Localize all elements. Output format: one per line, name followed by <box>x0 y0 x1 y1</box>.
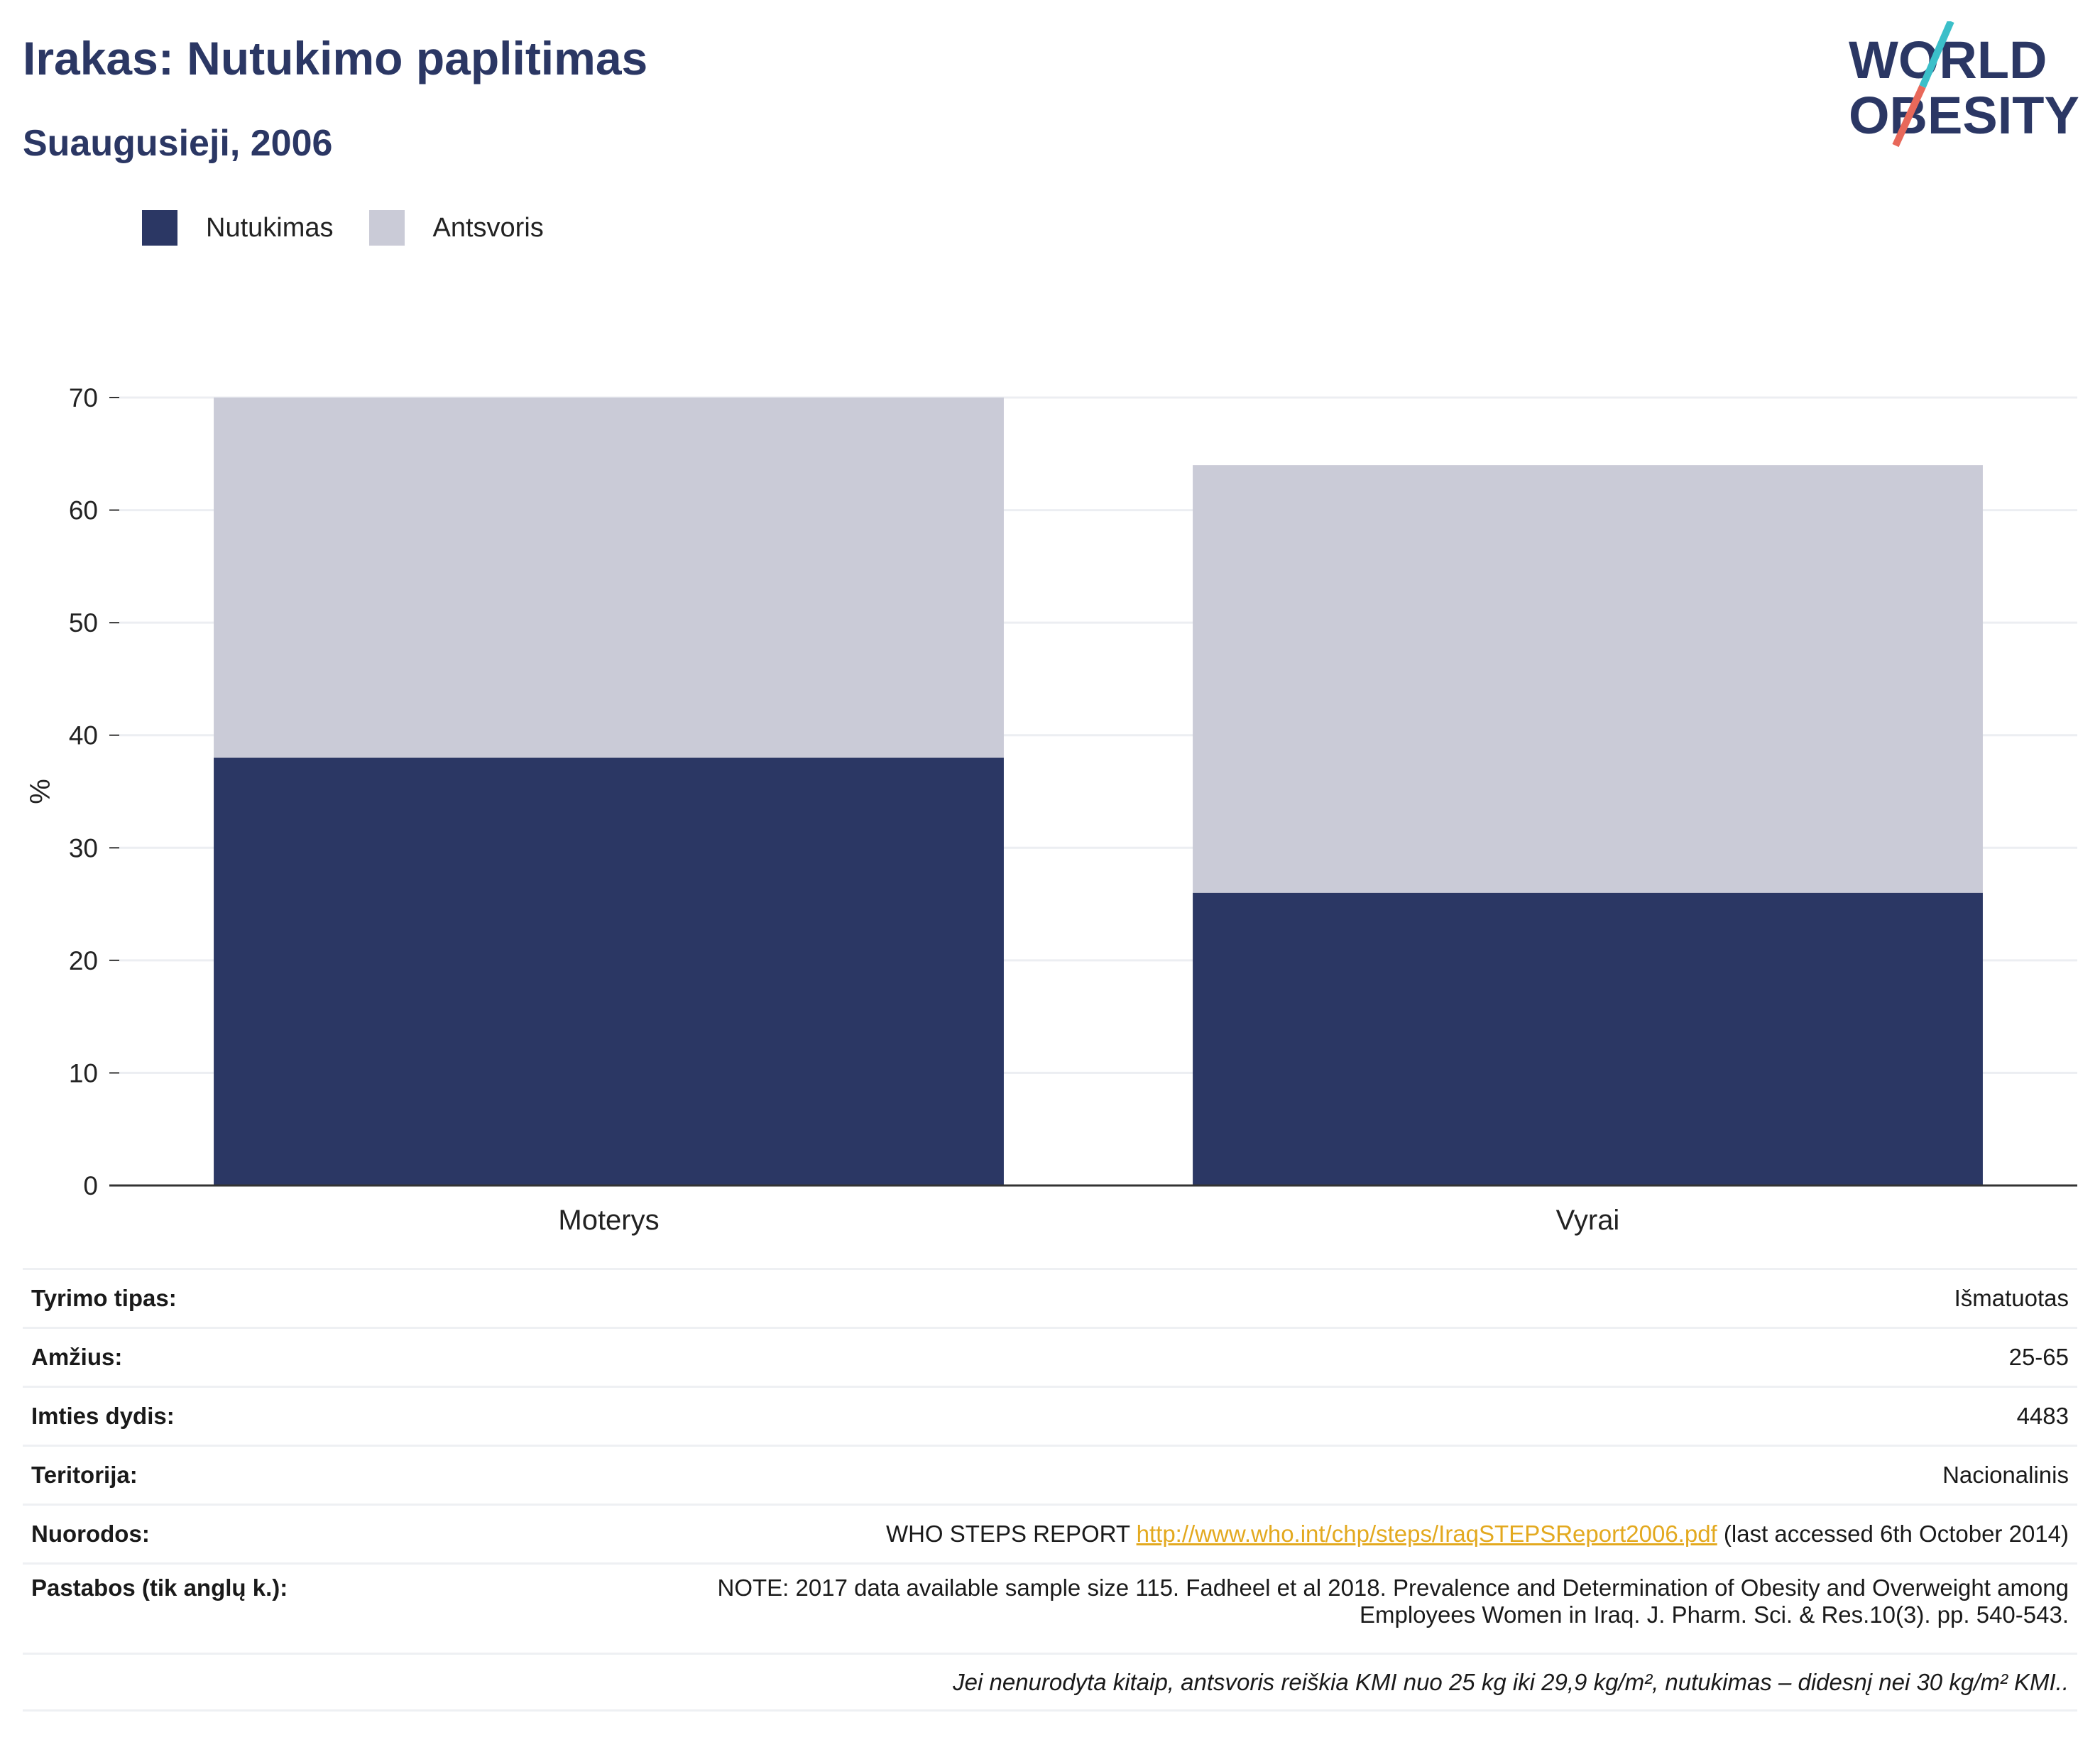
survey-type-value: Išmatuotas <box>1954 1285 2069 1311</box>
logo-line1: WORLD <box>1849 31 2047 89</box>
logo-slash-bottom <box>1892 84 1926 148</box>
chart-title: Irakas: Nutukimo paplitimas <box>23 32 648 84</box>
y-axis-label: % <box>25 779 56 804</box>
age-value: 25-65 <box>2008 1344 2069 1370</box>
age-label: Amžius: <box>31 1344 123 1370</box>
y-tick-label: 60 <box>69 496 98 525</box>
y-tick-label: 10 <box>69 1058 98 1088</box>
legend: Nutukimas Antsvoris <box>142 210 579 246</box>
legend-item-obesity[interactable]: Nutukimas <box>142 210 334 246</box>
info-row-footnote: Jei nenurodyta kitaip, antsvoris reiškia… <box>23 1653 2077 1712</box>
references-label: Nuorodos: <box>31 1521 150 1547</box>
notes-label: Pastabos (tik anglų k.): <box>31 1575 288 1601</box>
legend-label-overweight: Antsvoris <box>432 212 544 243</box>
y-tick-label: 20 <box>69 946 98 975</box>
info-row-references: Nuorodos: WHO STEPS REPORT http://www.wh… <box>23 1504 2077 1562</box>
y-tick-label: 70 <box>69 383 98 412</box>
notes-value: NOTE: 2017 data available sample size 11… <box>718 1575 2069 1628</box>
legend-swatch-overweight <box>368 210 405 246</box>
references-prefix: WHO STEPS REPORT <box>885 1521 1137 1547</box>
y-tick-label: 30 <box>69 833 98 862</box>
notes-line2: Employees Women in Iraq. J. Pharm. Sci. … <box>1359 1601 2069 1628</box>
notes-line1: NOTE: 2017 data available sample size 11… <box>717 1575 2069 1601</box>
territory-value: Nacionalinis <box>1942 1462 2069 1488</box>
territory-label: Teritorija: <box>31 1462 138 1488</box>
info-row-notes: Pastabos (tik anglų k.): NOTE: 2017 data… <box>23 1562 2077 1653</box>
world-obesity-logo: WORLD OBESITY <box>1849 21 2079 148</box>
bar-moterys-nutukimas <box>214 757 1004 1185</box>
stacked-bar-chart: 0 10 20 30 40 50 60 70% Moterys Vyrai <box>25 383 2077 1236</box>
bar-vyrai-nutukimas <box>1193 892 1983 1185</box>
info-row-sample-size: Imties dydis: 4483 <box>23 1386 2077 1445</box>
bar-vyrai-antsvoris <box>1193 465 1983 893</box>
sample-size-value: 4483 <box>2016 1403 2069 1429</box>
logo-line2: OBESITY <box>1849 86 2079 145</box>
legend-label-obesity: Nutukimas <box>206 212 334 243</box>
y-tick-label: 40 <box>69 721 98 750</box>
x-tick-label: Vyrai <box>1556 1205 1620 1236</box>
references-link[interactable]: http://www.who.int/chp/steps/IraqSTEPSRe… <box>1136 1521 1717 1547</box>
legend-item-overweight[interactable]: Antsvoris <box>368 210 544 246</box>
y-tick-label: 50 <box>69 608 98 637</box>
info-row-survey-type: Tyrimo tipas: Išmatuotas <box>23 1268 2077 1327</box>
bar-moterys-antsvoris <box>214 398 1004 758</box>
chart-subtitle: Suaugusieji, 2006 <box>23 123 333 164</box>
legend-swatch-obesity <box>142 210 177 246</box>
sample-size-label: Imties dydis: <box>31 1403 175 1429</box>
references-value: WHO STEPS REPORT http://www.who.int/chp/… <box>886 1521 2069 1548</box>
logo-slash-top <box>1919 21 1954 88</box>
references-suffix: (last accessed 6th October 2014) <box>1717 1521 2069 1547</box>
y-tick-label: 0 <box>83 1171 98 1200</box>
info-table: Tyrimo tipas: Išmatuotas Amžius: 25-65 I… <box>23 1268 2077 1712</box>
x-tick-label: Moterys <box>558 1205 659 1236</box>
info-row-territory: Teritorija: Nacionalinis <box>23 1445 2077 1504</box>
footnote: Jei nenurodyta kitaip, antsvoris reiškia… <box>953 1668 2069 1695</box>
info-row-age: Amžius: 25-65 <box>23 1327 2077 1386</box>
survey-type-label: Tyrimo tipas: <box>31 1285 177 1311</box>
